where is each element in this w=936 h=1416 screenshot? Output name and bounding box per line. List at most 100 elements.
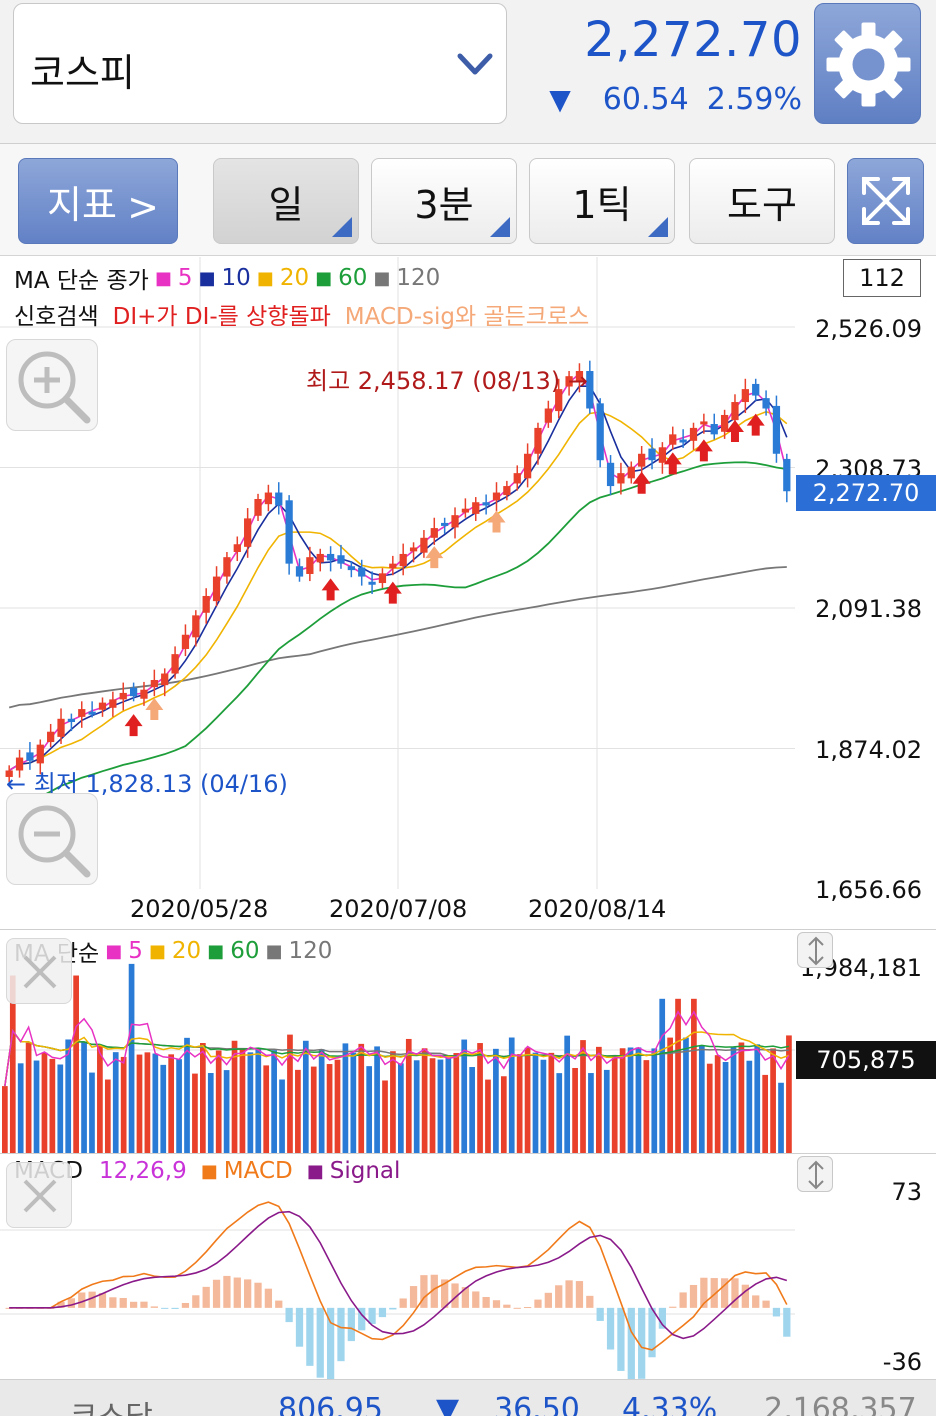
volume-bar (390, 1051, 396, 1154)
macd-line (9, 1201, 788, 1351)
close-volume-button[interactable] (6, 938, 72, 1004)
volume-bar (200, 1043, 206, 1154)
candle-body (596, 403, 604, 461)
volume-bar (247, 1052, 254, 1154)
macd-chart[interactable] (0, 1154, 936, 1380)
zoom-in-button[interactable] (6, 339, 98, 431)
macd-histogram-bar (575, 1281, 584, 1308)
ma20-line (8, 410, 788, 772)
macd-histogram-bar (285, 1307, 293, 1323)
macd-histogram-bar (57, 1301, 65, 1308)
signal-arrow-icon (694, 439, 713, 462)
ma5-line (8, 372, 788, 772)
price-chart[interactable] (0, 257, 936, 929)
ma-legend-title: MA 단순 종가 (14, 268, 149, 294)
candle-body (358, 567, 366, 577)
candle-body (98, 702, 107, 710)
macd-histogram-bar (202, 1286, 210, 1308)
macd-histogram-bar (295, 1307, 304, 1347)
period-3min-button[interactable]: 3분 (371, 158, 517, 244)
volume-bar (287, 1034, 293, 1154)
ma60-label: 60 (338, 265, 368, 291)
volume-bar (33, 1060, 40, 1154)
candle-body (378, 573, 387, 584)
resize-vertical-icon (808, 936, 824, 966)
candle-body (472, 502, 480, 514)
settings-button[interactable] (814, 3, 921, 124)
index-dropdown[interactable]: 코스피 (13, 3, 507, 124)
price-chart-panel[interactable]: MA 단순 종가 ■ 5 ■ 10 ■ 20 ■ 60 ■ 120 신호검색 DI+가 D… (0, 257, 936, 929)
volume-chart-panel[interactable]: MA 단순 ■5 ■20 ■60 ■120 1,984,181 705,875 (0, 929, 936, 1154)
macd-histogram-bar (513, 1307, 521, 1309)
volume-bar (223, 1070, 230, 1154)
macd-histogram-bar (316, 1307, 324, 1378)
macd-params: 12,26,9 (98, 1158, 187, 1184)
candle-body (420, 537, 428, 553)
macd-histogram-bar (669, 1306, 677, 1308)
candle-body (783, 458, 791, 492)
candle-body (337, 555, 345, 564)
candle-body (347, 566, 355, 571)
macd-histogram-bar (358, 1307, 366, 1331)
volume-bar (564, 1035, 571, 1154)
indicator-button[interactable]: 지표 > (18, 158, 178, 244)
gear-icon (826, 22, 911, 107)
indicator-label: 지표 (47, 182, 117, 227)
macd-histogram-bar (192, 1295, 200, 1308)
candle-body (244, 518, 252, 547)
resize-volume-button[interactable] (797, 932, 833, 968)
candle-body (67, 718, 76, 723)
macd-histogram-bar (233, 1277, 241, 1308)
current-price: 2,272.70 (584, 12, 802, 68)
volume-bar (698, 1045, 705, 1154)
volume-bar (81, 1041, 87, 1154)
tools-button[interactable]: 도구 (689, 158, 835, 244)
macd-histogram-bar (181, 1302, 190, 1308)
macd-histogram-bar (731, 1278, 739, 1308)
change-value: 60.54 (602, 82, 689, 117)
macd-histogram-bar (700, 1277, 708, 1308)
volume-bar (714, 1055, 721, 1154)
volume-bar (762, 1074, 769, 1154)
signal-arrow-icon (425, 546, 444, 569)
volume-bar (603, 1069, 610, 1154)
macd-histogram-bar (129, 1301, 138, 1308)
volume-bar (398, 1063, 404, 1154)
volume-bar (144, 1052, 151, 1154)
macd-histogram-bar (482, 1297, 490, 1308)
macd-histogram-bar (596, 1307, 604, 1321)
candle-body (513, 473, 521, 484)
volume-chart[interactable] (0, 930, 936, 1154)
candle-body (202, 595, 210, 613)
volume-bar (540, 1059, 547, 1154)
volume-bar (461, 1039, 468, 1154)
fullscreen-button[interactable] (847, 158, 924, 244)
change-percent: 2.59% (706, 82, 802, 117)
volume-bar (350, 1052, 357, 1154)
macd-histogram-bar (420, 1275, 428, 1308)
zoom-out-button[interactable] (6, 793, 98, 885)
ma10-swatch: ■ (198, 267, 216, 289)
period-1tick-button[interactable]: 1틱 (529, 158, 675, 244)
macd-chart-panel[interactable]: MACD 12,26,9 ■MACD ■Signal 73 -36 (0, 1153, 936, 1380)
period-3min-label: 3분 (414, 182, 474, 227)
period-day-button[interactable]: 일 (213, 158, 359, 244)
macd-histogram-bar (689, 1284, 698, 1308)
zoom-out-icon (18, 805, 91, 878)
ma120-line (8, 566, 787, 709)
volume-bar (405, 1038, 412, 1154)
candle-body (720, 414, 729, 432)
macd-histogram-bar (544, 1292, 552, 1308)
volume-bar (508, 1037, 515, 1154)
volume-bar (500, 1076, 507, 1154)
ticker-bar[interactable]: 코스닥 806.95 ▼ 36.50 4.33% 2,168,357 (0, 1379, 936, 1416)
volume-bar (97, 1045, 103, 1154)
volume-bar (318, 1049, 325, 1154)
signal-series-label: Signal (329, 1158, 401, 1184)
close-icon (23, 1179, 57, 1213)
close-macd-button[interactable] (6, 1162, 72, 1228)
candle-body (57, 718, 65, 737)
signal-arrow-icon (145, 697, 164, 720)
resize-macd-button[interactable] (797, 1156, 833, 1192)
candle-body (772, 405, 781, 454)
